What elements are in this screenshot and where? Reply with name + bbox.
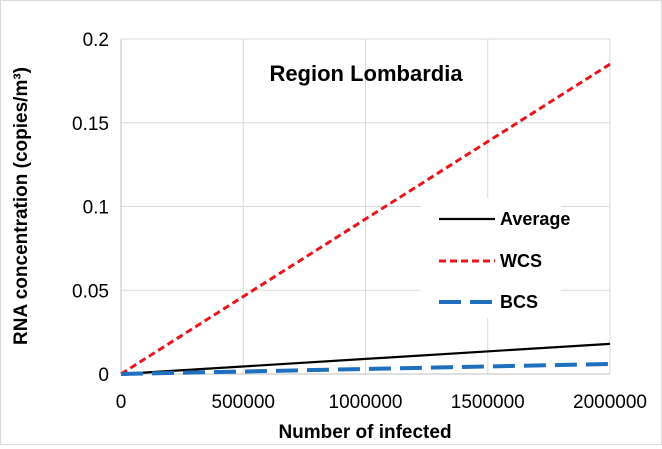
x-axis-title: Number of infected [278,422,451,443]
x-tick-label: 2000000 [573,392,647,413]
chart-title: Region Lombardia [269,61,463,86]
series-line-wcs [120,62,611,376]
x-tick-label: 0 [116,392,127,413]
legend: Average WCS BCS [421,198,570,318]
x-tick-label: 500000 [212,392,275,413]
legend-label-wcs: WCS [500,251,542,271]
legend-label-average: Average [500,209,570,229]
legend-item-wcs: WCS [439,251,542,271]
legend-item-bcs: BCS [439,292,538,312]
y-tick-label: 0.1 [83,198,109,219]
ticks-layer: 0 500000 1000000 1500000 2000000 0 0.05 0.1 0.15… [72,30,647,413]
y-tick-label: 0.15 [72,114,109,135]
y-tick-label: 0.2 [83,30,109,51]
grid-layer [121,38,611,374]
x-tick-label: 1000000 [329,392,403,413]
series-line-bcs [120,361,611,376]
legend-item-average: Average [439,209,570,229]
legend-label-bcs: BCS [500,292,538,312]
y-axis-title: RNA concentration (copies/m³) [11,67,32,345]
y-tick-label: 0.05 [72,281,109,302]
y-tick-label: 0 [98,365,109,386]
series-layer [120,62,611,376]
x-tick-label: 1500000 [451,392,525,413]
series-line-average [120,342,611,376]
